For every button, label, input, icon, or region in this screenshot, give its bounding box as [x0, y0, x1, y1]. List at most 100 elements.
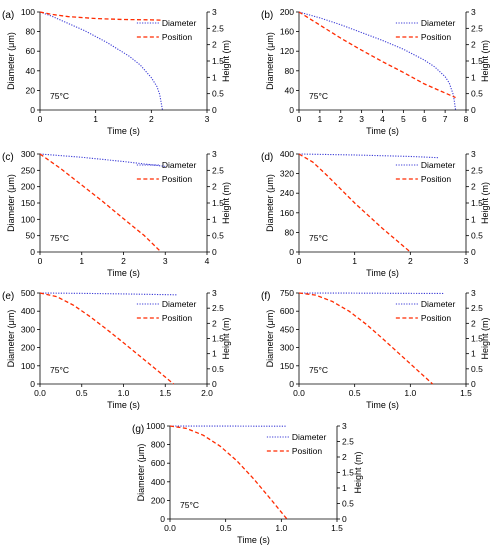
x-axis-label: Time (s)	[107, 126, 140, 136]
x-tick-label: 6	[422, 114, 427, 124]
y2-tick-label: 2	[471, 40, 476, 50]
y-tick-label: 600	[280, 306, 294, 316]
legend-position-label: Position	[162, 174, 193, 184]
legend-position-label: Position	[421, 174, 452, 184]
y2-tick-label: 2.5	[212, 23, 224, 33]
y-tick-label: 200	[21, 182, 35, 192]
x-tick-label: 0	[38, 256, 43, 266]
y-axis-label: Diameter (μm)	[6, 310, 16, 368]
y-tick-label: 40	[26, 66, 36, 76]
temperature-annotation: 75°C	[309, 233, 328, 243]
y2-tick-label: 2	[471, 182, 476, 192]
y2-tick-label: 2	[471, 318, 476, 328]
x-axis-label: Time (s)	[366, 400, 399, 410]
x-tick-label: 1	[79, 256, 84, 266]
x-tick-label: 4	[380, 114, 385, 124]
x-tick-label: 1	[318, 114, 323, 124]
panel-label: (b)	[261, 10, 273, 21]
temperature-annotation: 75°C	[180, 500, 199, 510]
x-tick-label: 0.5	[220, 523, 232, 533]
y2-tick-label: 2.5	[212, 165, 224, 175]
y2-tick-label: 0	[471, 105, 476, 115]
diameter-series-line	[40, 293, 178, 295]
y-tick-label: 300	[21, 149, 35, 159]
x-tick-label: 2.0	[201, 388, 213, 398]
y-axis-label: Diameter (μm)	[265, 310, 275, 368]
y-tick-label: 100	[21, 214, 35, 224]
y2-tick-label: 0.5	[212, 89, 224, 99]
y2-tick-label: 0.5	[471, 89, 483, 99]
x-tick-label: 2	[121, 256, 126, 266]
y2-tick-label: 0	[212, 247, 217, 257]
y2-axis-label: Height (m)	[480, 40, 490, 82]
y2-axis-label: Height (m)	[221, 317, 231, 359]
y-tick-label: 0	[30, 105, 35, 115]
y-tick-label: 80	[285, 227, 295, 237]
panel-label: (e)	[2, 291, 14, 302]
y2-tick-label: 0.5	[212, 364, 224, 374]
y-tick-label: 120	[280, 46, 294, 56]
legend-diameter-label: Diameter	[292, 432, 327, 442]
x-tick-label: 3	[464, 256, 469, 266]
y2-axis-label: Height (m)	[480, 317, 490, 359]
y2-tick-label: 1	[212, 349, 217, 359]
y2-axis-label: Height (m)	[221, 40, 231, 82]
y2-tick-label: 2.5	[471, 303, 483, 313]
y-tick-label: 0	[30, 247, 35, 257]
y-axis-label: Diameter (μm)	[6, 174, 16, 232]
x-tick-label: 3	[359, 114, 364, 124]
y-tick-label: 0	[289, 105, 294, 115]
y-tick-label: 1000	[146, 421, 165, 431]
x-tick-label: 1.0	[118, 388, 130, 398]
y-tick-label: 160	[280, 208, 294, 218]
x-tick-label: 2	[149, 114, 154, 124]
temperature-annotation: 75°C	[50, 233, 69, 243]
x-tick-label: 1.0	[404, 388, 416, 398]
x-tick-label: 2	[408, 256, 413, 266]
y2-tick-label: 2	[212, 182, 217, 192]
y2-tick-label: 2	[212, 318, 217, 328]
y2-tick-label: 2.5	[471, 165, 483, 175]
y-tick-label: 150	[21, 198, 35, 208]
y-tick-label: 750	[280, 288, 294, 298]
diameter-series-line	[299, 154, 438, 158]
legend-diameter-label: Diameter	[421, 18, 456, 28]
y2-tick-label: 3	[471, 7, 476, 17]
y2-tick-label: 0.5	[212, 231, 224, 241]
position-series-line	[40, 12, 162, 20]
x-tick-label: 0	[38, 114, 43, 124]
y-tick-label: 300	[280, 343, 294, 353]
y2-tick-label: 3	[212, 149, 217, 159]
panel-label: (d)	[261, 152, 273, 163]
x-tick-label: 0.5	[349, 388, 361, 398]
y-tick-label: 400	[21, 306, 35, 316]
y-tick-label: 320	[280, 169, 294, 179]
y-tick-label: 0	[289, 247, 294, 257]
y-axis-label: Diameter (μm)	[6, 32, 16, 90]
y-tick-label: 80	[26, 27, 36, 37]
x-axis-label: Time (s)	[366, 126, 399, 136]
x-tick-label: 3	[163, 256, 168, 266]
y-tick-label: 100	[21, 361, 35, 371]
x-tick-label: 2	[338, 114, 343, 124]
y-tick-label: 80	[285, 66, 295, 76]
y2-tick-label: 2	[212, 40, 217, 50]
temperature-annotation: 75°C	[309, 365, 328, 375]
panel-label: (g)	[132, 424, 144, 435]
y-tick-label: 200	[280, 7, 294, 17]
temperature-annotation: 75°C	[50, 91, 69, 101]
y-tick-label: 50	[26, 231, 36, 241]
y-tick-label: 400	[280, 149, 294, 159]
y2-tick-label: 2.5	[471, 23, 483, 33]
temperature-annotation: 75°C	[309, 91, 328, 101]
legend-diameter-label: Diameter	[162, 160, 197, 170]
y2-tick-label: 1	[342, 483, 347, 493]
x-tick-label: 1.5	[159, 388, 171, 398]
y2-axis-label: Height (m)	[353, 451, 363, 493]
y-axis-label: Diameter (μm)	[136, 444, 146, 502]
x-tick-label: 1.0	[275, 523, 287, 533]
